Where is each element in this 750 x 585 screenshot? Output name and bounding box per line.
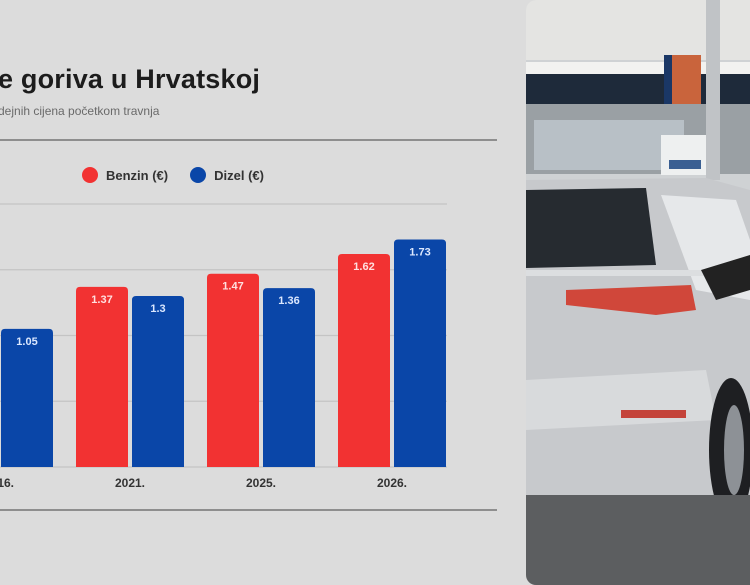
bar-benzin <box>207 273 259 467</box>
data-label: 1.05 <box>16 336 37 348</box>
legend-item-dizel: Dizel (€) <box>190 167 264 183</box>
bar-chart: 1.05 2016. 1.37 1.3 2021. 1.47 1.36 2025. 1.62 1.… <box>0 203 447 490</box>
car-refueling-photo <box>526 0 750 585</box>
legend-item-benzin: Benzin (€) <box>82 167 168 183</box>
chart-title: e goriva u Hrvatskoj <box>0 64 261 94</box>
data-label: 1.36 <box>278 295 299 307</box>
legend: Benzin (€) Dizel (€) <box>82 167 264 183</box>
data-label: 1.3 <box>150 303 165 315</box>
bar-dizel <box>394 239 446 467</box>
header-divider <box>0 139 497 141</box>
bar-dizel <box>263 288 315 467</box>
data-label: 1.62 <box>353 261 374 273</box>
data-label: 1.73 <box>409 247 430 259</box>
legend-label-benzin: Benzin (€) <box>106 167 169 183</box>
bar-benzin <box>338 253 390 467</box>
dizel-dot-icon <box>190 167 207 183</box>
bar-dizel <box>1 328 53 467</box>
bar-benzin <box>76 286 128 467</box>
legend-label-dizel: Dizel (€) <box>214 167 264 183</box>
bar-dizel <box>132 296 184 467</box>
x-tick-label: 2025. <box>246 476 276 490</box>
data-label: 1.47 <box>222 281 243 293</box>
x-tick-label: 2021. <box>115 476 145 490</box>
chart-subtitle: dejnih cijena početkom travnja <box>0 104 160 118</box>
x-tick-label: 2016. <box>0 476 14 490</box>
benzin-dot-icon <box>82 167 98 183</box>
footer-divider <box>0 509 497 511</box>
data-label: 1.37 <box>91 294 112 306</box>
x-tick-label: 2026. <box>377 476 407 490</box>
